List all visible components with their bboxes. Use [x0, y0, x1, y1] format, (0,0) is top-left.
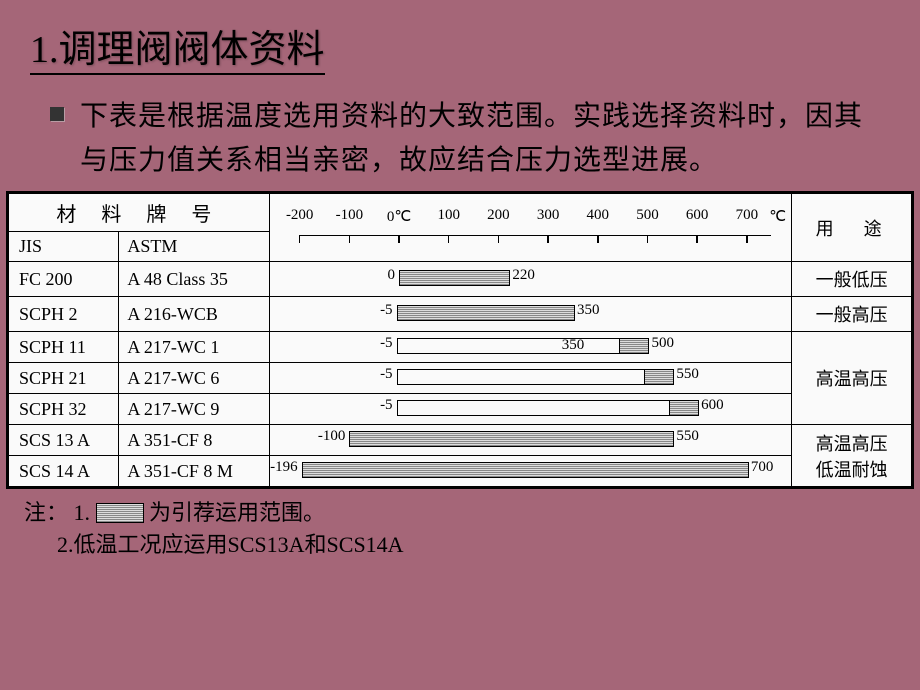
cell-range-bar: -5500350 [269, 332, 792, 363]
table-row: SCPH 21A 217-WC 6-5550 [9, 363, 912, 394]
axis-tick-label: 600 [686, 207, 709, 224]
table-row: SCPH 32A 217-WC 9-5600 [9, 394, 912, 425]
body-bullet: 下表是根据温度选用资料的大致范围。实践选择资料时，因其与压力值关系相当亲密，故应… [50, 95, 880, 183]
hatched-swatch-icon [96, 503, 144, 523]
cell-range-bar: 0220 [269, 262, 792, 297]
cell-range-bar: -5550 [269, 363, 792, 394]
col-temperature-axis: -200-1000℃100200300400500600700℃ [269, 194, 792, 262]
note1-num: 1. [74, 500, 91, 525]
axis-tick-label: 300 [537, 207, 560, 224]
cell-astm: A 351-CF 8 M [119, 456, 269, 487]
table-row: SCPH 2A 216-WCB-5350一般高压 [9, 297, 912, 332]
axis-tick-label: 700 [736, 207, 759, 224]
col-astm: ASTM [119, 232, 269, 262]
table-row: SCS 14 AA 351-CF 8 M-196700 [9, 456, 912, 487]
cell-range-bar: -100550 [269, 425, 792, 456]
axis-tick-label: 100 [437, 207, 460, 224]
cell-jis: SCPH 11 [9, 332, 119, 363]
cell-astm: A 48 Class 35 [119, 262, 269, 297]
cell-use: 一般低压 [792, 262, 912, 297]
note-prefix: 注： [24, 500, 68, 525]
cell-jis: FC 200 [9, 262, 119, 297]
col-use: 用 途 [792, 194, 912, 262]
note2-text: 2.低温工况应运用SCS13A和SCS14A [57, 532, 404, 557]
axis-tick-label: 400 [587, 207, 610, 224]
axis-tick-label: -100 [336, 207, 364, 224]
cell-astm: A 351-CF 8 [119, 425, 269, 456]
cell-range-bar: -5600 [269, 394, 792, 425]
bullet-square-icon [50, 107, 64, 121]
cell-astm: A 216-WCB [119, 297, 269, 332]
cell-jis: SCS 14 A [9, 456, 119, 487]
cell-jis: SCPH 2 [9, 297, 119, 332]
axis-tick-label: 200 [487, 207, 510, 224]
cell-jis: SCS 13 A [9, 425, 119, 456]
bullet-text: 下表是根据温度选用资料的大致范围。实践选择资料时，因其与压力值关系相当亲密，故应… [80, 95, 880, 183]
cell-astm: A 217-WC 1 [119, 332, 269, 363]
cell-use: 一般高压 [792, 297, 912, 332]
col-material: 材 料 牌 号 [9, 194, 270, 232]
note1-text: 为引荐运用范围。 [149, 500, 325, 525]
table-row: SCS 13 AA 351-CF 8-100550高温高压 低温耐蚀 [9, 425, 912, 456]
material-table: 材 料 牌 号 -200-1000℃100200300400500600700℃… [6, 191, 914, 489]
cell-use: 高温高压 [792, 332, 912, 425]
cell-range-bar: -5350 [269, 297, 792, 332]
col-jis: JIS [9, 232, 119, 262]
axis-tick-label: -200 [286, 207, 314, 224]
axis-tick-label: 0℃ [387, 207, 411, 226]
cell-astm: A 217-WC 6 [119, 363, 269, 394]
cell-jis: SCPH 32 [9, 394, 119, 425]
cell-jis: SCPH 21 [9, 363, 119, 394]
page-title: 1.调理阀阀体资料 [0, 0, 920, 81]
table-row: SCPH 11A 217-WC 1-5500350高温高压 [9, 332, 912, 363]
cell-astm: A 217-WC 9 [119, 394, 269, 425]
axis-tick-label: 500 [636, 207, 659, 224]
cell-use: 高温高压 低温耐蚀 [792, 425, 912, 487]
cell-range-bar: -196700 [269, 456, 792, 487]
footnotes: 注： 1. 为引荐运用范围。 2.低温工况应运用SCS13A和SCS14A [24, 497, 920, 561]
table-row: FC 200A 48 Class 350220一般低压 [9, 262, 912, 297]
